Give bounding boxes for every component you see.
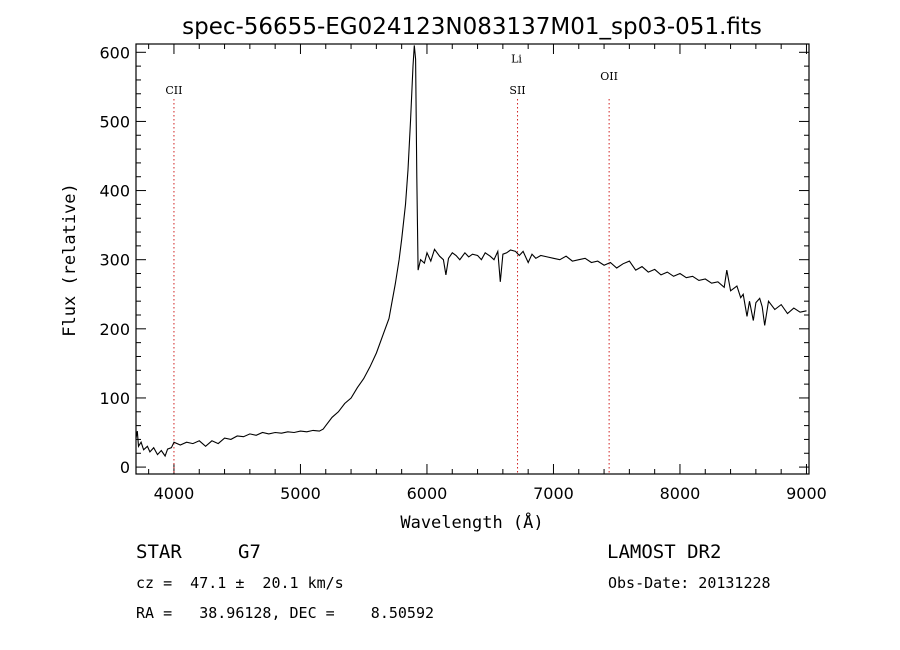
subclass-label: G7 (238, 541, 261, 563)
spectral-line-label-oii: OII (600, 70, 618, 83)
spectral-line-labels: CII SII Li OII (165, 53, 618, 97)
spectral-line-label-li: Li (511, 53, 522, 66)
plot-frame (135, 43, 810, 475)
x-tick-label: 9000 (786, 484, 827, 503)
class-type-label: STAR (136, 541, 182, 563)
plot-area (136, 44, 809, 474)
axis-ticks (136, 44, 809, 474)
y-tick-label: 600 (99, 43, 130, 62)
obs-date-label: Obs-Date: 20131228 (608, 574, 771, 592)
spectral-line-label-sii: SII (509, 84, 525, 97)
spectral-line-label-cii: CII (165, 84, 182, 97)
survey-label: LAMOST DR2 (607, 541, 722, 563)
y-tick-label: 200 (99, 320, 130, 339)
y-tick-label: 300 (99, 251, 130, 270)
spectral-line-markers (173, 99, 610, 474)
coordinates-label: RA = 38.96128, DEC = 8.50592 (136, 604, 435, 622)
x-tick-label: 6000 (407, 484, 448, 503)
y-tick-label: 0 (120, 458, 130, 477)
y-tick-label: 100 (99, 389, 130, 408)
velocity-label: cz = 47.1 ± 20.1 km/s (136, 574, 344, 592)
spectrum-line (135, 45, 807, 458)
y-tick-label: 500 (99, 112, 130, 131)
chart-title: spec-56655-EG024123N083137M01_sp03-051.f… (182, 14, 762, 40)
x-tick-label: 7000 (533, 484, 574, 503)
y-axis-label: Flux (relative) (60, 183, 80, 337)
x-tick-label: 4000 (154, 484, 195, 503)
x-tick-label: 8000 (660, 484, 701, 503)
y-tick-label: 400 (99, 182, 130, 201)
tick-labels: 4000 5000 6000 7000 8000 9000 0 100 200 300 400 500… (99, 43, 826, 503)
x-axis-label: Wavelength (Å) (400, 511, 543, 533)
x-tick-label: 5000 (280, 484, 321, 503)
